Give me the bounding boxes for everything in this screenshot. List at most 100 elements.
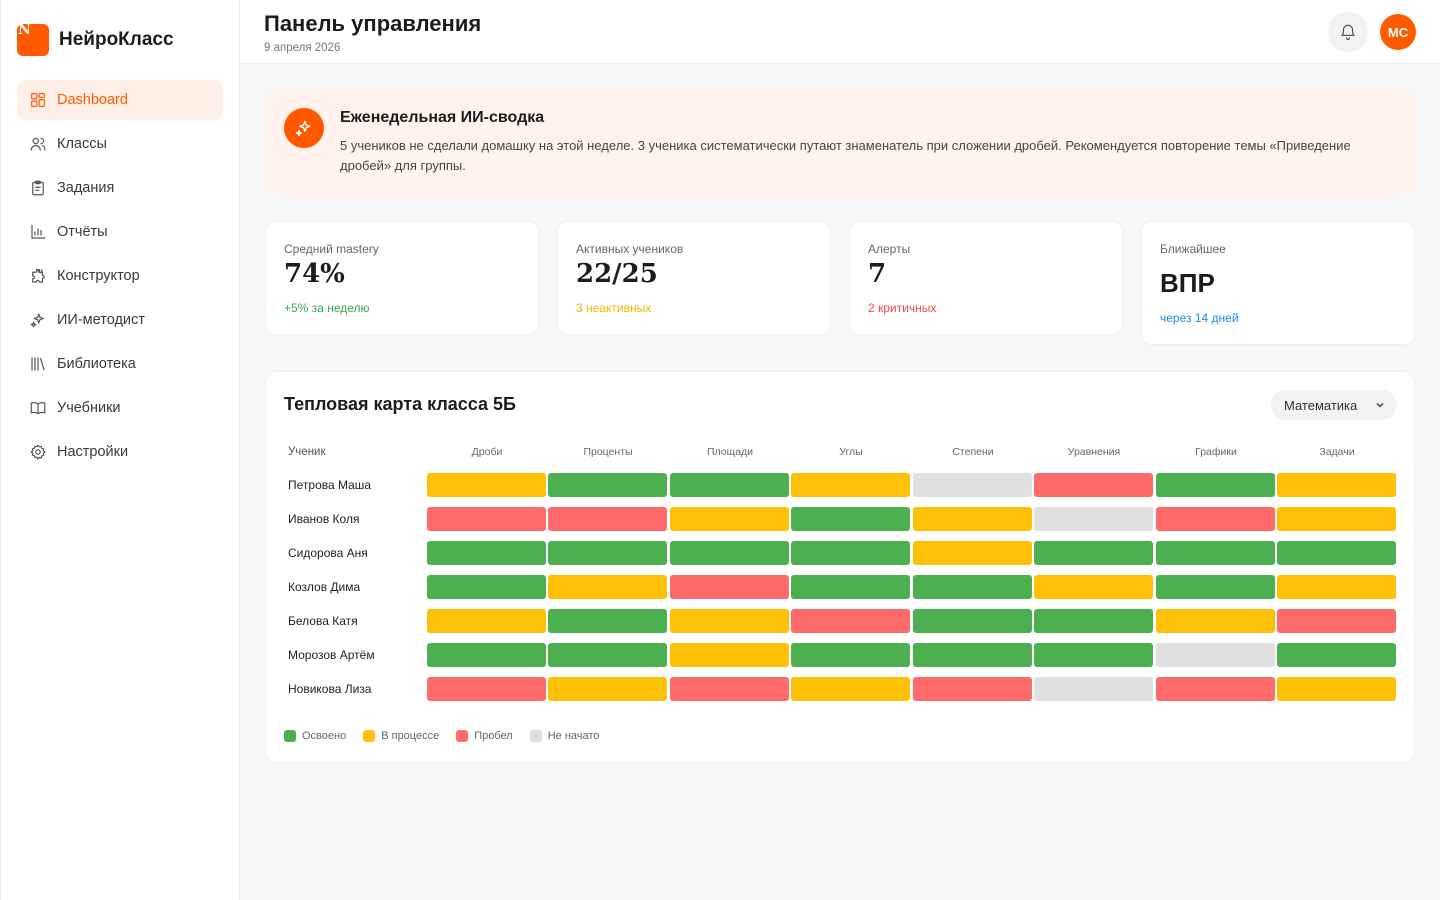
table-row: Петрова Маша — [266, 473, 1414, 497]
heatmap-cell[interactable] — [427, 609, 546, 633]
sidebar-item-ai-methodist[interactable]: ИИ-методист — [17, 300, 223, 340]
stat-card-active-students[interactable]: Активных учеников 22/25 3 неактивных — [557, 221, 831, 335]
sidebar-item-constructor[interactable]: Конструктор — [17, 256, 223, 296]
book-icon — [30, 402, 46, 415]
heatmap-cell[interactable] — [427, 643, 546, 667]
sidebar-item-assignments[interactable]: Задания — [17, 168, 223, 208]
heatmap-cell[interactable] — [791, 643, 910, 667]
library-icon — [31, 357, 45, 371]
heatmap-cell[interactable] — [548, 575, 667, 599]
sidebar-item-classes[interactable]: Классы — [17, 124, 223, 164]
table-row: Белова Катя — [266, 609, 1414, 633]
page-title: Панель управления — [264, 11, 482, 36]
table-row: Иванов Коля — [266, 507, 1414, 531]
table-row: Морозов Артём — [266, 643, 1414, 667]
heatmap-cell[interactable] — [913, 609, 1032, 633]
heatmap-cell[interactable] — [1277, 507, 1396, 531]
topic-column-header: Задачи — [1319, 446, 1355, 458]
student-name: Новикова Лиза — [288, 682, 372, 696]
heatmap-cell[interactable] — [1156, 643, 1275, 667]
student-name: Петрова Маша — [288, 478, 372, 492]
notifications-button[interactable] — [1328, 12, 1368, 52]
heatmap-cell[interactable] — [670, 575, 789, 599]
legend-swatch — [363, 730, 376, 742]
heatmap-cell[interactable] — [791, 575, 910, 599]
heatmap-cell[interactable] — [1277, 575, 1396, 599]
heatmap-cell[interactable] — [670, 473, 789, 497]
sidebar-item-textbooks[interactable]: Учебники — [17, 388, 223, 428]
heatmap-cell[interactable] — [1034, 575, 1153, 599]
heatmap-cell[interactable] — [791, 473, 910, 497]
heatmap-cell[interactable] — [791, 609, 910, 633]
heatmap-cell[interactable] — [791, 507, 910, 531]
heatmap-cell[interactable] — [1156, 473, 1275, 497]
stat-card-alerts[interactable]: Алерты 7 2 критичных — [849, 221, 1123, 335]
legend-item: Не начато — [529, 730, 599, 742]
heatmap-cell[interactable] — [913, 575, 1032, 599]
stat-card-upcoming[interactable]: Ближайшее ВПР через 14 дней — [1141, 221, 1415, 345]
heatmap-cell[interactable] — [548, 507, 667, 531]
table-row: Козлов Дима — [266, 575, 1414, 599]
stat-card-mastery[interactable]: Средний mastery 74% +5% за неделю — [265, 221, 539, 335]
heatmap-cell[interactable] — [913, 677, 1032, 701]
heatmap-cell[interactable] — [1034, 609, 1153, 633]
heatmap-cell[interactable] — [670, 609, 789, 633]
heatmap-cell[interactable] — [427, 541, 546, 565]
heatmap-cell[interactable] — [913, 473, 1032, 497]
heatmap-cell[interactable] — [427, 507, 546, 531]
heatmap-cell[interactable] — [1034, 541, 1153, 565]
heatmap-cell[interactable] — [548, 677, 667, 701]
stat-value: 74% — [284, 259, 345, 289]
sidebar-item-reports[interactable]: Отчёты — [17, 212, 223, 252]
legend-item: В процессе — [363, 730, 439, 742]
page-date: 9 апреля 2026 — [264, 42, 341, 54]
heatmap-cell[interactable] — [1034, 473, 1153, 497]
heatmap-cell[interactable] — [1156, 575, 1275, 599]
heatmap-cell[interactable] — [1277, 643, 1396, 667]
heatmap-card: Тепловая карта класса 5Б Математика Учен… — [265, 371, 1415, 763]
sidebar: N НейроКласс Dashboard Классы Задания Отчёт… — [0, 0, 240, 900]
heatmap-cell[interactable] — [670, 541, 789, 565]
heatmap-cell[interactable] — [548, 541, 667, 565]
legend-swatch — [284, 730, 296, 742]
heatmap-cell[interactable] — [1034, 643, 1153, 667]
dashboard-icon — [31, 93, 45, 107]
brand[interactable]: N НейроКласс — [1, 0, 239, 80]
brand-logo-icon: N — [17, 22, 49, 56]
heatmap-cell[interactable] — [427, 575, 546, 599]
heatmap-cell[interactable] — [1034, 677, 1153, 701]
heatmap-cell[interactable] — [1156, 541, 1275, 565]
topic-column-header: Проценты — [583, 446, 633, 458]
sidebar-item-settings[interactable]: Настройки — [17, 432, 223, 472]
chart-icon — [31, 224, 46, 239]
heatmap-cell[interactable] — [548, 609, 667, 633]
avatar[interactable]: МС — [1380, 14, 1416, 50]
heatmap-cell[interactable] — [670, 677, 789, 701]
heatmap-cell[interactable] — [791, 541, 910, 565]
subject-select[interactable]: Математика — [1271, 390, 1397, 420]
heatmap-cell[interactable] — [1277, 541, 1396, 565]
heatmap-cell[interactable] — [670, 643, 789, 667]
topic-column-header: Степени — [952, 446, 994, 458]
heatmap-cell[interactable] — [1277, 677, 1396, 701]
heatmap-cell[interactable] — [1156, 609, 1275, 633]
sidebar-item-dashboard[interactable]: Dashboard — [17, 80, 223, 120]
stat-value: 22/25 — [576, 259, 658, 289]
sidebar-item-library[interactable]: Библиотека — [17, 344, 223, 384]
heatmap-cell[interactable] — [913, 643, 1032, 667]
heatmap-cell[interactable] — [427, 473, 546, 497]
heatmap-cell[interactable] — [1277, 473, 1396, 497]
heatmap-cell[interactable] — [913, 507, 1032, 531]
heatmap-cell[interactable] — [1034, 507, 1153, 531]
heatmap-cell[interactable] — [791, 677, 910, 701]
sidebar-item-label: Отчёты — [57, 224, 108, 240]
heatmap-cell[interactable] — [1156, 677, 1275, 701]
heatmap-cell[interactable] — [548, 473, 667, 497]
heatmap-cell[interactable] — [427, 677, 546, 701]
heatmap-cell[interactable] — [1277, 609, 1396, 633]
heatmap-cell[interactable] — [548, 643, 667, 667]
heatmap-cell[interactable] — [913, 541, 1032, 565]
heatmap-cell[interactable] — [1156, 507, 1275, 531]
clipboard-icon — [32, 180, 44, 196]
heatmap-cell[interactable] — [670, 507, 789, 531]
